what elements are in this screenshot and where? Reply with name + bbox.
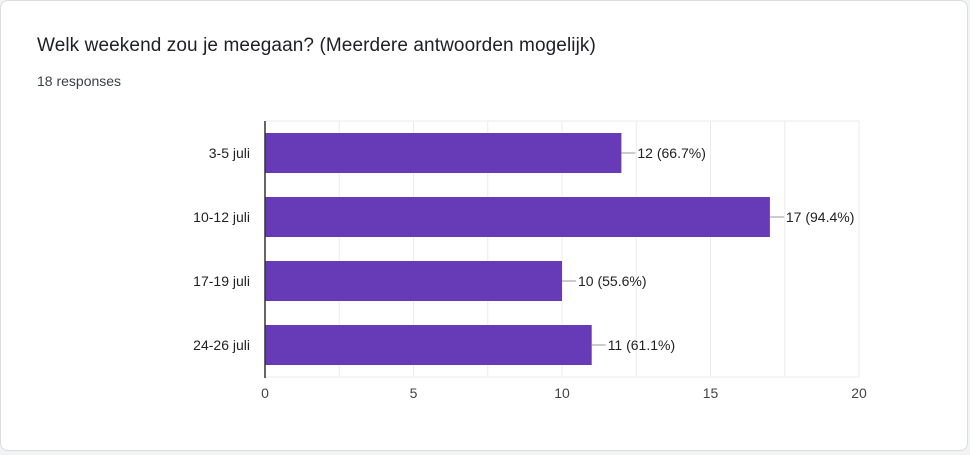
- category-label: 24-26 juli: [193, 337, 250, 353]
- x-tick-label: 5: [410, 385, 418, 401]
- bar: [265, 325, 592, 365]
- x-tick-label: 0: [261, 385, 269, 401]
- category-label: 3-5 juli: [209, 145, 250, 161]
- bars: [265, 133, 770, 365]
- x-tick-label: 15: [703, 385, 719, 401]
- labels: 3-5 juli 12 (66.7%) 10-12 juli 17 (94.4%) 17…: [193, 145, 867, 401]
- bar: [265, 261, 562, 301]
- bar: [265, 133, 622, 173]
- bar: [265, 197, 770, 237]
- data-label: 17 (94.4%): [786, 209, 854, 225]
- response-count: 18 responses: [37, 73, 122, 89]
- question-title: Welk weekend zou je meegaan? (Meerdere a…: [37, 35, 596, 56]
- x-tick-label: 10: [554, 385, 570, 401]
- grid-lines: [265, 120, 860, 378]
- category-label: 10-12 juli: [193, 209, 250, 225]
- category-label: 17-19 juli: [193, 273, 250, 289]
- x-tick-label: 20: [851, 385, 867, 401]
- data-label: 10 (55.6%): [578, 273, 646, 289]
- data-label: 12 (66.7%): [637, 145, 705, 161]
- data-label: 11 (61.1%): [608, 337, 675, 353]
